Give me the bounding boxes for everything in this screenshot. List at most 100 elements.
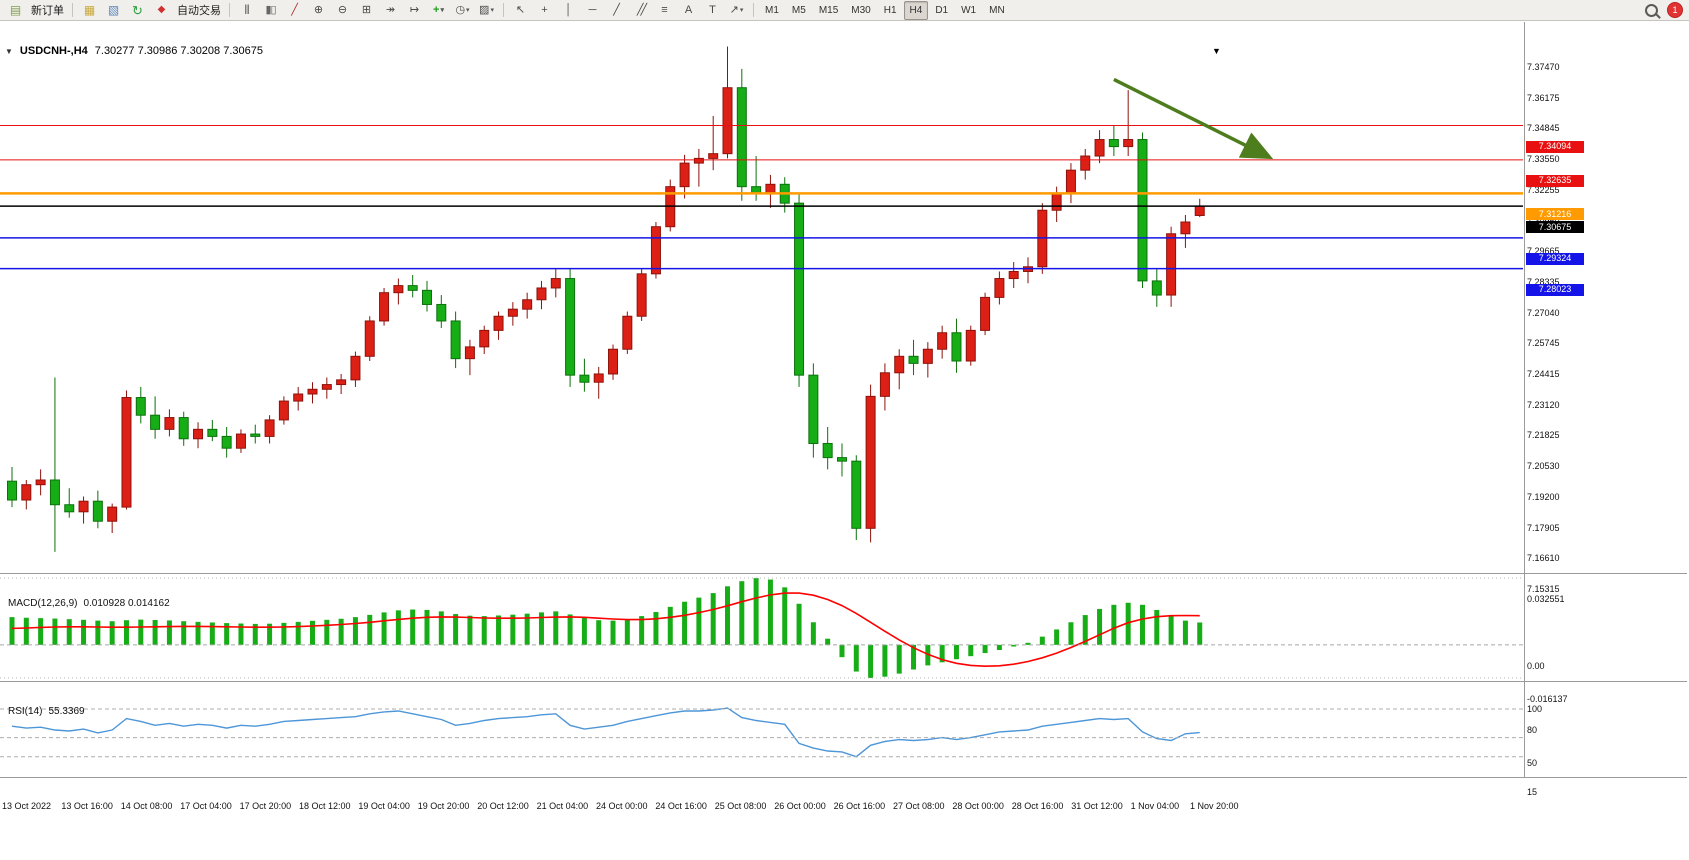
candle-body bbox=[64, 504, 75, 513]
zoom-in-icon[interactable]: ⊕ bbox=[313, 3, 324, 16]
price-scale-label: 7.20530 bbox=[1527, 461, 1560, 472]
time-axis-label: 27 Oct 08:00 bbox=[893, 801, 945, 811]
candle-body bbox=[879, 372, 890, 397]
zoom-out-icon[interactable]: ⊖ bbox=[337, 3, 348, 16]
channel-icon[interactable]: ╱╱ bbox=[636, 3, 647, 16]
candle-body bbox=[164, 417, 175, 430]
price-level-badge: 7.34094 bbox=[1526, 140, 1584, 153]
price-scale-label: 7.36175 bbox=[1527, 92, 1560, 103]
chart-shift-icon[interactable]: ↦ bbox=[409, 3, 420, 16]
oneclick-toggle-icon[interactable]: ▼ bbox=[5, 46, 13, 56]
trendline-icon[interactable]: ╱ bbox=[613, 3, 620, 16]
candle-body bbox=[593, 373, 604, 383]
horizontal-line-icon[interactable]: ─ bbox=[588, 3, 597, 16]
macd-histogram-bar bbox=[953, 644, 959, 660]
chevron-down-icon: ▾ bbox=[440, 6, 444, 14]
timeframe-button-d1[interactable]: D1 bbox=[935, 4, 949, 16]
text-icon[interactable]: A bbox=[684, 3, 693, 16]
tile-windows-icon[interactable]: ⊞ bbox=[361, 3, 372, 16]
candle-body bbox=[464, 346, 475, 360]
clock-glyph: ◷ bbox=[455, 3, 466, 16]
rsi-scale-label: 50 bbox=[1527, 757, 1538, 768]
candle-body bbox=[178, 417, 189, 440]
macd-histogram-bar bbox=[996, 644, 1002, 650]
macd-histogram-bar bbox=[195, 621, 201, 645]
macd-histogram-bar bbox=[710, 593, 716, 645]
new-order-button[interactable]: 新订单 bbox=[31, 5, 64, 17]
timeframe-button-m5[interactable]: M5 bbox=[791, 4, 806, 16]
candle-body bbox=[135, 397, 146, 416]
periods-icon[interactable]: ◷ ▾ bbox=[451, 1, 474, 20]
profile-icon[interactable]: ▧ bbox=[107, 3, 120, 17]
vertical-line-icon[interactable]: │ bbox=[565, 3, 572, 16]
timeframe-button-m15[interactable]: M15 bbox=[818, 4, 839, 16]
timeframe-button-m30[interactable]: M30 bbox=[851, 4, 871, 16]
macd-histogram-bar bbox=[553, 611, 559, 645]
bar-chart-icon[interactable]: ||| bbox=[244, 4, 250, 15]
price-scale-label: 7.37470 bbox=[1527, 62, 1560, 72]
templates-icon[interactable]: ▨ ▾ bbox=[475, 1, 498, 20]
macd-histogram-bar bbox=[138, 619, 144, 645]
candle-body bbox=[493, 315, 504, 331]
charts-icon[interactable]: ▦ bbox=[83, 3, 96, 17]
price-level-badge: 7.30675 bbox=[1526, 221, 1584, 234]
macd-histogram-bar bbox=[839, 644, 845, 658]
indicators-icon[interactable]: + ▾ bbox=[427, 1, 450, 20]
notification-badge[interactable]: 1 bbox=[1667, 2, 1683, 18]
candle-body bbox=[937, 332, 948, 350]
macd-histogram-bar bbox=[510, 614, 516, 645]
macd-histogram-bar bbox=[324, 619, 330, 645]
candle-body bbox=[636, 273, 647, 317]
new-order-icon[interactable]: ▤ bbox=[9, 3, 22, 17]
line-chart-icon[interactable]: ╱ bbox=[291, 3, 298, 16]
candle-body bbox=[536, 287, 547, 301]
levels-layer[interactable] bbox=[0, 125, 1523, 270]
rsi-label: RSI(14) 55.3369 bbox=[8, 706, 85, 717]
price-scale-label: 7.34845 bbox=[1527, 123, 1560, 134]
macd-histogram-bar bbox=[853, 644, 859, 672]
text-label-icon[interactable]: T bbox=[709, 3, 716, 16]
macd-histogram-bar bbox=[81, 619, 87, 645]
candle-chart-icon[interactable]: ▮▯ bbox=[265, 3, 276, 16]
chart-plot-area[interactable] bbox=[0, 21, 1689, 860]
timeframe-button-mn[interactable]: MN bbox=[989, 4, 1005, 16]
candle-body bbox=[794, 202, 805, 376]
candle-body bbox=[908, 355, 919, 364]
macd-histogram-bar bbox=[1097, 608, 1103, 645]
candle-body bbox=[121, 397, 132, 508]
time-axis-label: 24 Oct 16:00 bbox=[655, 801, 707, 811]
macd-histogram-bar bbox=[1068, 622, 1074, 645]
macd-name: MACD(12,26,9) bbox=[8, 598, 78, 609]
candle-body bbox=[507, 308, 518, 317]
timeframe-button-h4[interactable]: H4 bbox=[903, 0, 929, 20]
arrows-icon[interactable]: ↗ ▾ bbox=[725, 1, 748, 20]
trend-arrow-annotation[interactable] bbox=[1113, 77, 1274, 160]
macd-histogram-bar bbox=[23, 617, 29, 645]
auto-scroll-icon[interactable]: ↠ bbox=[385, 3, 396, 16]
candle-body bbox=[579, 374, 590, 383]
cursor-icon[interactable]: ↖ bbox=[515, 3, 526, 16]
timeframe-button-m1[interactable]: M1 bbox=[765, 4, 779, 16]
macd-histogram-bar bbox=[1082, 615, 1088, 645]
annotation-layer[interactable] bbox=[1113, 77, 1274, 160]
fibonacci-icon[interactable]: ≡ bbox=[661, 3, 668, 16]
macd-histogram-bar bbox=[310, 620, 316, 645]
refresh-icon[interactable]: ↻ bbox=[132, 2, 143, 18]
macd-histogram-bar bbox=[567, 614, 573, 645]
candle-body bbox=[951, 332, 962, 362]
crosshair-icon[interactable]: + bbox=[541, 3, 548, 16]
candle-body bbox=[1108, 139, 1119, 148]
macd-layer bbox=[9, 578, 1203, 678]
timeframe-button-w1[interactable]: W1 bbox=[961, 4, 977, 16]
candle-body bbox=[994, 278, 1005, 298]
search-icon[interactable] bbox=[1645, 3, 1658, 17]
time-axis-label: 28 Oct 16:00 bbox=[1011, 801, 1064, 811]
candle-body bbox=[650, 226, 661, 275]
autotrade-icon[interactable]: ◆ bbox=[157, 4, 166, 15]
chart-window[interactable]: ▼ USDCNH-,H4 7.30277 7.30986 7.30208 7.3… bbox=[0, 21, 1689, 860]
autotrade-button[interactable]: 自动交易 bbox=[177, 5, 221, 17]
time-axis-label: 13 Oct 2022 bbox=[2, 801, 52, 811]
candle-body bbox=[980, 296, 991, 331]
chart-shift-marker-icon[interactable]: ▼ bbox=[1212, 46, 1221, 56]
timeframe-button-h1[interactable]: H1 bbox=[883, 4, 897, 16]
